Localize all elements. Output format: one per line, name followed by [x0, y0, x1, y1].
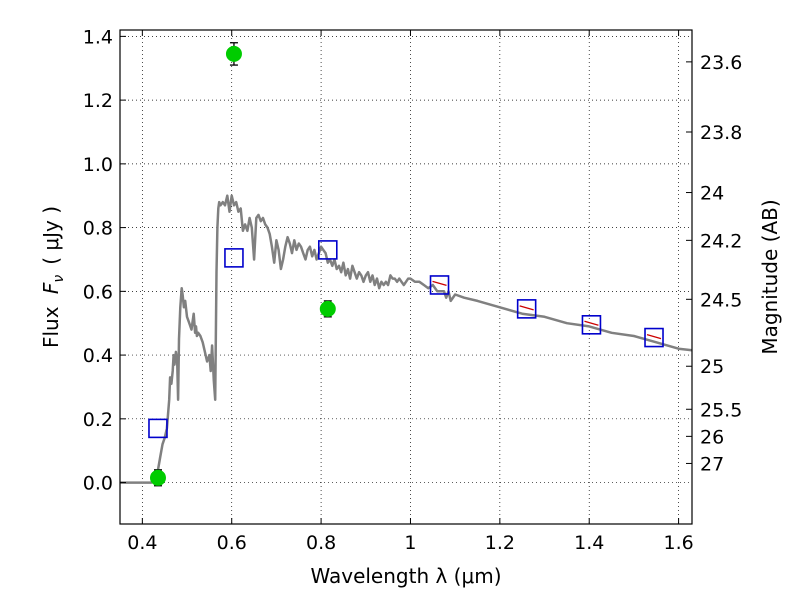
- magnitude-tick-label: 25.5: [700, 399, 742, 421]
- magnitude-tick-label: 27: [700, 453, 724, 475]
- model-photometry-square: [224, 248, 244, 268]
- model-photometry-square: [516, 299, 537, 319]
- model-photometry-square: [581, 315, 602, 335]
- right-axis-title: Magnitude (AB): [758, 199, 782, 354]
- y-axis-title-symbol: F: [39, 282, 63, 294]
- x-axis-title: Wavelength λ (μm): [310, 564, 501, 588]
- observed-point: [319, 300, 336, 317]
- y-tick-label: 0.4: [83, 345, 113, 367]
- magnitude-tick-label: 23.8: [700, 122, 742, 144]
- model-photometry-square: [317, 240, 338, 260]
- tick-layer: 0.4 0.6 0.8 1 1.2 1.4 1.6 0.0 0.2 0.4 0.6 0.8 1.0 1.2…: [83, 26, 743, 554]
- x-tick-label: 1.4: [574, 532, 604, 554]
- observed-point: [149, 469, 166, 486]
- y-tick-label: 1.2: [83, 90, 113, 112]
- y-axis-title-units: ( μJy ): [39, 206, 63, 265]
- sed-curve: [120, 194, 693, 484]
- filter-response-segment: [519, 305, 534, 311]
- y-tick-label: 1.4: [83, 26, 113, 48]
- x-tick-label: 0.4: [127, 532, 157, 554]
- magnitude-tick-label: 23.6: [700, 52, 742, 74]
- y-tick-label: 0.2: [83, 409, 113, 431]
- plot-frame: [119, 29, 693, 525]
- x-tick-label: 0.8: [306, 532, 336, 554]
- model-photometry-square: [148, 418, 168, 439]
- filter-response-segment: [432, 280, 447, 286]
- filter-response-segment: [584, 320, 599, 326]
- y-tick-label: 0.8: [83, 218, 113, 240]
- filter-response-segment: [646, 333, 662, 340]
- observed-point: [225, 45, 242, 62]
- magnitude-tick-label: 25: [700, 356, 724, 378]
- x-tick-label: 0.6: [217, 532, 247, 554]
- magnitude-tick-label: 24.5: [700, 289, 742, 311]
- model-photometry-square: [429, 275, 450, 295]
- magnitude-tick-label: 24.2: [700, 230, 742, 252]
- marker-layer: [148, 42, 664, 487]
- y-axis-title-prefix: Flux: [39, 300, 63, 348]
- magnitude-tick-label: 26: [700, 426, 724, 448]
- y-tick-label: 0.0: [83, 473, 113, 495]
- y-tick-label: 1.0: [83, 154, 113, 176]
- grid-lines: [120, 30, 692, 524]
- x-tick-label: 1.2: [485, 532, 515, 554]
- y-axis-title-subscript: ν: [51, 275, 67, 283]
- magnitude-tick-label: 24: [700, 183, 724, 205]
- model-photometry-square: [644, 327, 664, 348]
- x-tick-label: 1: [404, 532, 416, 554]
- x-tick-label: 1.6: [663, 532, 693, 554]
- sed-curve-layer: [120, 194, 693, 484]
- y-axis-title: Flux Fν ( μJy ): [39, 206, 67, 348]
- y-tick-label: 0.6: [83, 281, 113, 303]
